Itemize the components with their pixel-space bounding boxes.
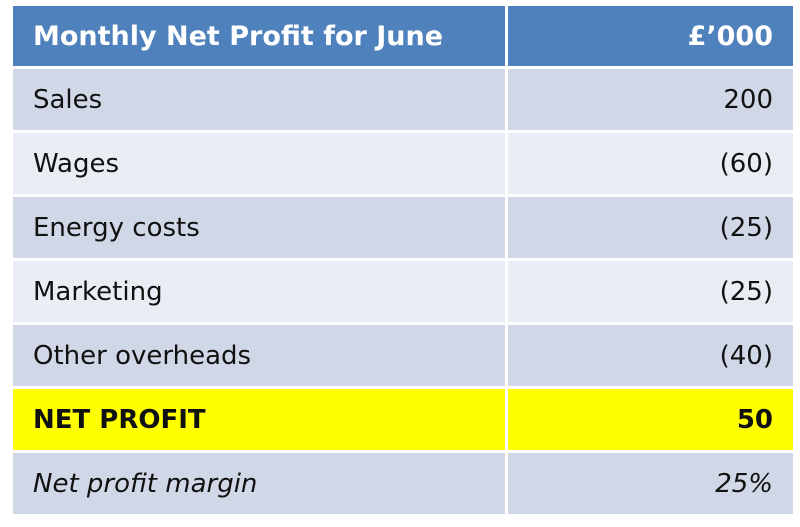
net-profit-value: 50 xyxy=(508,389,793,450)
row-value: 200 xyxy=(508,69,793,130)
table-row-marketing: Marketing (25) xyxy=(13,261,793,322)
row-value: (40) xyxy=(508,325,793,386)
row-value: (25) xyxy=(508,261,793,322)
net-profit-table-container: Monthly Net Profit for June £’000 Sales … xyxy=(13,6,793,514)
table-row-other-overheads: Other overheads (40) xyxy=(13,325,793,386)
table-row-net-profit: NET PROFIT 50 xyxy=(13,389,793,450)
table-header-row: Monthly Net Profit for June £’000 xyxy=(13,6,793,66)
table-row-energy-costs: Energy costs (25) xyxy=(13,197,793,258)
margin-label: Net profit margin xyxy=(13,453,505,514)
row-label: Sales xyxy=(13,69,505,130)
row-value: (60) xyxy=(508,133,793,194)
table-row-net-profit-margin: Net profit margin 25% xyxy=(13,453,793,514)
net-profit-label: NET PROFIT xyxy=(13,389,505,450)
row-value: (25) xyxy=(508,197,793,258)
row-label: Energy costs xyxy=(13,197,505,258)
row-label: Marketing xyxy=(13,261,505,322)
margin-value: 25% xyxy=(508,453,793,514)
table-row-sales: Sales 200 xyxy=(13,69,793,130)
unit-header: £’000 xyxy=(508,6,793,66)
row-label: Other overheads xyxy=(13,325,505,386)
net-profit-table: Monthly Net Profit for June £’000 Sales … xyxy=(10,3,796,517)
table-row-wages: Wages (60) xyxy=(13,133,793,194)
row-label: Wages xyxy=(13,133,505,194)
table-title: Monthly Net Profit for June xyxy=(13,6,505,66)
